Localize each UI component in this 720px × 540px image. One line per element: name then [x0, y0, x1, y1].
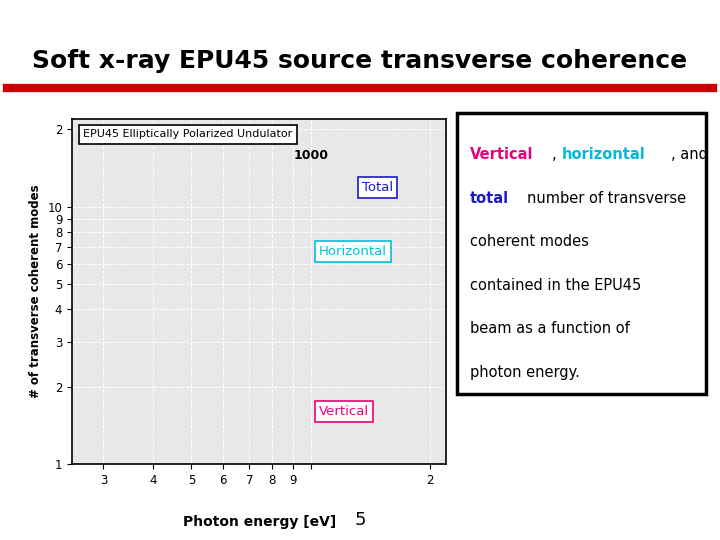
Text: Total: Total — [362, 181, 393, 194]
Text: horizontal: horizontal — [562, 147, 645, 162]
Text: contained in the EPU45: contained in the EPU45 — [469, 278, 641, 293]
Text: coherent modes: coherent modes — [469, 234, 588, 249]
Text: Vertical: Vertical — [319, 406, 369, 419]
Text: photon energy.: photon energy. — [469, 364, 580, 380]
Text: EPU45 Elliptically Polarized Undulator: EPU45 Elliptically Polarized Undulator — [84, 129, 292, 139]
Text: 5: 5 — [354, 511, 366, 529]
X-axis label: Photon energy [eV]: Photon energy [eV] — [183, 515, 336, 529]
Text: ,: , — [552, 147, 557, 162]
Text: number of transverse: number of transverse — [527, 191, 686, 206]
Text: , and: , and — [671, 147, 708, 162]
Text: Vertical: Vertical — [469, 147, 533, 162]
Text: Soft x-ray EPU45 source transverse coherence: Soft x-ray EPU45 source transverse coher… — [32, 49, 688, 72]
Text: 1000: 1000 — [293, 150, 328, 163]
Text: Horizontal: Horizontal — [319, 245, 387, 258]
Y-axis label: # of transverse coherent modes: # of transverse coherent modes — [29, 185, 42, 399]
Text: total: total — [469, 191, 509, 206]
Text: beam as a function of: beam as a function of — [469, 321, 629, 336]
